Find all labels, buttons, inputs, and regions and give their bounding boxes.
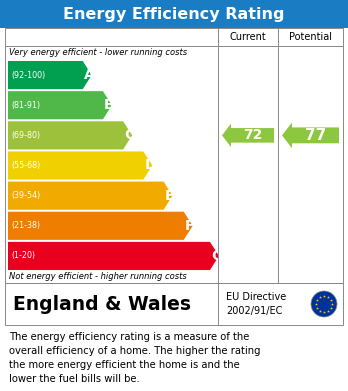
Polygon shape <box>8 121 132 149</box>
Polygon shape <box>8 61 92 89</box>
Polygon shape <box>282 122 339 148</box>
Text: (69-80): (69-80) <box>11 131 40 140</box>
Bar <box>5 28 343 283</box>
Text: (21-38): (21-38) <box>11 221 40 230</box>
Text: B: B <box>104 98 114 112</box>
Text: 72: 72 <box>243 128 262 142</box>
Text: The energy efficiency rating is a measure of the
overall efficiency of a home. T: The energy efficiency rating is a measur… <box>9 332 261 384</box>
Polygon shape <box>222 124 274 147</box>
Text: E: E <box>165 188 174 203</box>
Bar <box>5 283 343 325</box>
Text: Not energy efficient - higher running costs: Not energy efficient - higher running co… <box>9 272 187 281</box>
Polygon shape <box>8 181 173 210</box>
Polygon shape <box>8 242 219 270</box>
Text: D: D <box>144 158 156 172</box>
Text: G: G <box>211 249 222 263</box>
Text: Very energy efficient - lower running costs: Very energy efficient - lower running co… <box>9 48 187 57</box>
Text: 77: 77 <box>305 128 326 143</box>
Bar <box>0 0 348 28</box>
Text: (81-91): (81-91) <box>11 101 40 110</box>
Polygon shape <box>8 212 193 240</box>
Circle shape <box>311 291 337 317</box>
Text: EU Directive
2002/91/EC: EU Directive 2002/91/EC <box>226 292 286 316</box>
Text: F: F <box>185 219 194 233</box>
Text: Current: Current <box>230 32 266 42</box>
Text: (39-54): (39-54) <box>11 191 40 200</box>
Polygon shape <box>8 91 112 119</box>
Text: Potential: Potential <box>289 32 332 42</box>
Polygon shape <box>8 151 152 179</box>
Text: Energy Efficiency Rating: Energy Efficiency Rating <box>63 7 285 22</box>
Text: A: A <box>84 68 95 82</box>
Text: England & Wales: England & Wales <box>13 294 191 314</box>
Text: (92-100): (92-100) <box>11 70 45 80</box>
Text: C: C <box>124 128 134 142</box>
Text: (1-20): (1-20) <box>11 251 35 260</box>
Text: (55-68): (55-68) <box>11 161 40 170</box>
